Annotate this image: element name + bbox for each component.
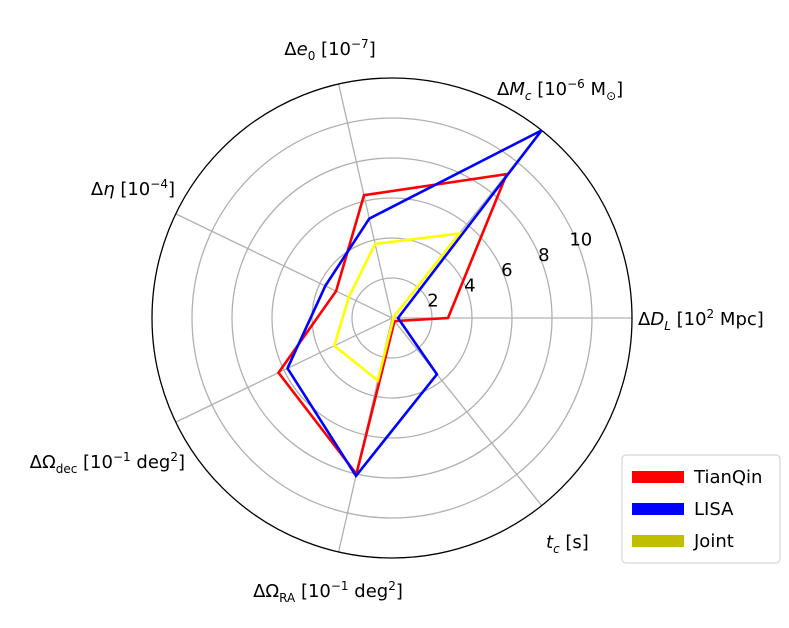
axis-label-5: ΔΩRA [10−1 deg2] (253, 579, 403, 605)
legend: TianQin LISA Joint (621, 454, 781, 564)
spoke-2 (337, 83, 393, 319)
series-line-lisa (286, 129, 543, 479)
tick-label-2: 2 (427, 291, 438, 312)
axis-label-1: ΔMc [10−6 M⊙] (497, 77, 623, 103)
axis-labels: ΔDL [102 Mpc] ΔMc [10−6 M⊙] Δe0 [10−7] Δη [… (30, 37, 764, 605)
axis-label-0: ΔDL [102 Mpc] (638, 307, 764, 333)
tick-label-10: 10 (569, 229, 592, 250)
legend-label-joint: Joint (693, 531, 734, 552)
legend-label-lisa: LISA (694, 499, 734, 520)
tick-label-4: 4 (464, 275, 475, 296)
series-line-joint (332, 231, 463, 383)
axis-label-6: tc [s] (546, 532, 589, 556)
legend-label-tianqin: TianQin (693, 467, 762, 488)
tick-label-6: 6 (501, 260, 512, 281)
series-line-tianqin (276, 172, 509, 477)
axis-spokes (175, 83, 632, 553)
series-lines (276, 129, 543, 479)
axis-label-4: ΔΩdec [10−1 deg2] (30, 450, 185, 476)
axis-label-2: Δe0 [10−7] (284, 37, 375, 63)
polar-frame (151, 77, 633, 559)
tick-label-8: 8 (538, 245, 549, 266)
spoke-4 (175, 317, 393, 423)
radial-tick-labels: 2 4 6 8 10 (427, 229, 592, 311)
spoke-3 (175, 213, 393, 319)
axis-label-3: Δη [10−4] (91, 177, 175, 200)
spoke-6 (391, 317, 543, 507)
